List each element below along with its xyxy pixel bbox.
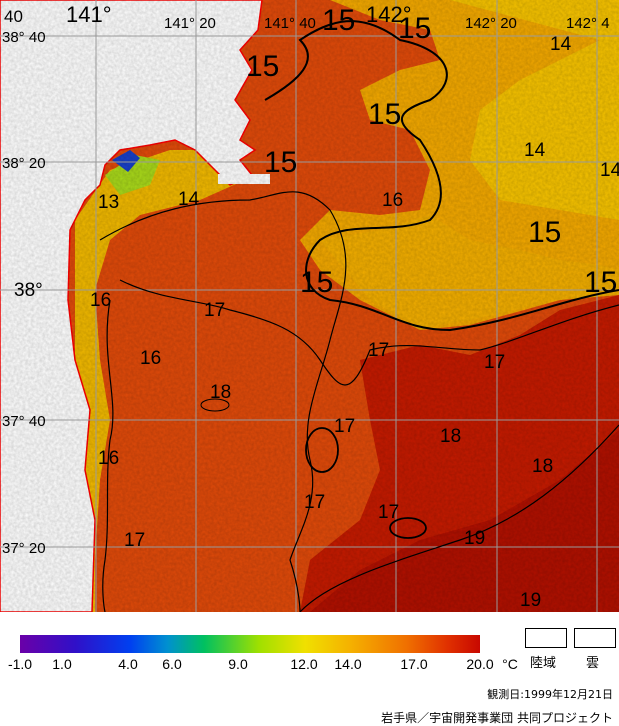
contour-label: 17 (304, 492, 325, 513)
isotherm-ring-b (389, 517, 427, 539)
colorbar-tick: 12.0 (290, 656, 318, 672)
contour-label: 15 (264, 146, 297, 179)
contour-label: 14 (178, 189, 200, 210)
contour-label: 18 (440, 426, 461, 447)
colorbar-tick: 20.0 (466, 656, 494, 672)
isotherms (99, 20, 619, 612)
land-swatch (525, 628, 567, 648)
contour-label: 17 (334, 416, 355, 437)
contour-label: 15 (398, 12, 431, 45)
colorbar (20, 635, 480, 653)
contour-label: 13 (98, 192, 119, 213)
lat-label-1: 38° 20 (2, 155, 46, 172)
isotherm-17 (119, 279, 619, 386)
contour-label: 15 (528, 216, 561, 249)
corner-label: 40 (4, 7, 23, 26)
contour-label: 15 (322, 4, 355, 37)
contour-label: 16 (98, 448, 119, 469)
lat-label-3: 37° 40 (2, 413, 46, 430)
lat-label-2: 38° (14, 280, 43, 301)
contour-labels: 15 15 15 15 15 15 15 15 14 14 14 14 13 1… (90, 4, 619, 611)
contour-label: 18 (210, 382, 231, 403)
legend-panel: -1.0 1.0 4.0 6.0 9.0 12.0 14.0 17.0 20.0… (0, 612, 619, 725)
contour-label: 17 (124, 530, 145, 551)
contour-label: 14 (600, 160, 619, 181)
cloud-label: 雲 (586, 656, 600, 671)
sst-map: 40 38° 40 38° 20 38° 37° 40 37° 20 141° … (0, 0, 619, 612)
contour-label: 16 (382, 190, 403, 211)
colorbar-tick: 14.0 (334, 656, 362, 672)
lon-label-1: 141° 20 (164, 15, 216, 32)
contour-label: 16 (140, 348, 161, 369)
colorbar-tick: 6.0 (162, 656, 182, 672)
contour-label: 17 (484, 352, 505, 373)
contour-label: 16 (90, 290, 111, 311)
lon-label-2: 141° 40 (264, 15, 316, 32)
colorbar-tick: 17.0 (400, 656, 428, 672)
contour-label: 19 (520, 590, 541, 611)
texture-overlay (0, 0, 619, 612)
isotherm-ring-a (305, 427, 339, 473)
colorbar-tick: -1.0 (7, 656, 33, 672)
contour-label: 15 (300, 266, 333, 299)
isotherm-ring-c (200, 398, 230, 412)
contour-label: 17 (378, 502, 399, 523)
contour-label: 14 (524, 140, 546, 161)
cloud-swatch (574, 628, 616, 648)
credit: 岩手県／宇宙開発事業団 共同プロジェクト (381, 711, 613, 725)
isotherm-17b (102, 299, 114, 612)
contour-label: 15 (368, 98, 401, 131)
colorbar-tick: 4.0 (118, 656, 138, 672)
isotherm-16 (99, 191, 347, 612)
contour-label: 19 (464, 528, 485, 549)
contour-label: 15 (246, 50, 279, 83)
isotherm-19 (299, 424, 619, 612)
lon-label-4: 142° 20 (465, 15, 517, 32)
lat-label-4: 37° 20 (2, 540, 46, 557)
graticule (0, 0, 619, 612)
isotherm-15 (264, 20, 619, 332)
colorbar-unit: °C (502, 656, 518, 672)
contour-label: 17 (204, 300, 225, 321)
colorbar-tick: 1.0 (52, 656, 72, 672)
lat-label-0: 38° 40 (2, 29, 46, 46)
land-label: 陸域 (530, 656, 557, 671)
contour-label: 14 (550, 34, 572, 55)
lon-label-3: 142° (366, 2, 412, 27)
lon-label-0: 141° (66, 2, 112, 27)
observation-date: 観測日:1999年12月21日 (487, 688, 613, 701)
contour-label: 17 (368, 340, 389, 361)
lon-label-5: 142° 4 (566, 15, 610, 32)
colorbar-tick: 9.0 (228, 656, 248, 672)
contour-label: 18 (532, 456, 553, 477)
contour-label: 15 (584, 266, 617, 299)
